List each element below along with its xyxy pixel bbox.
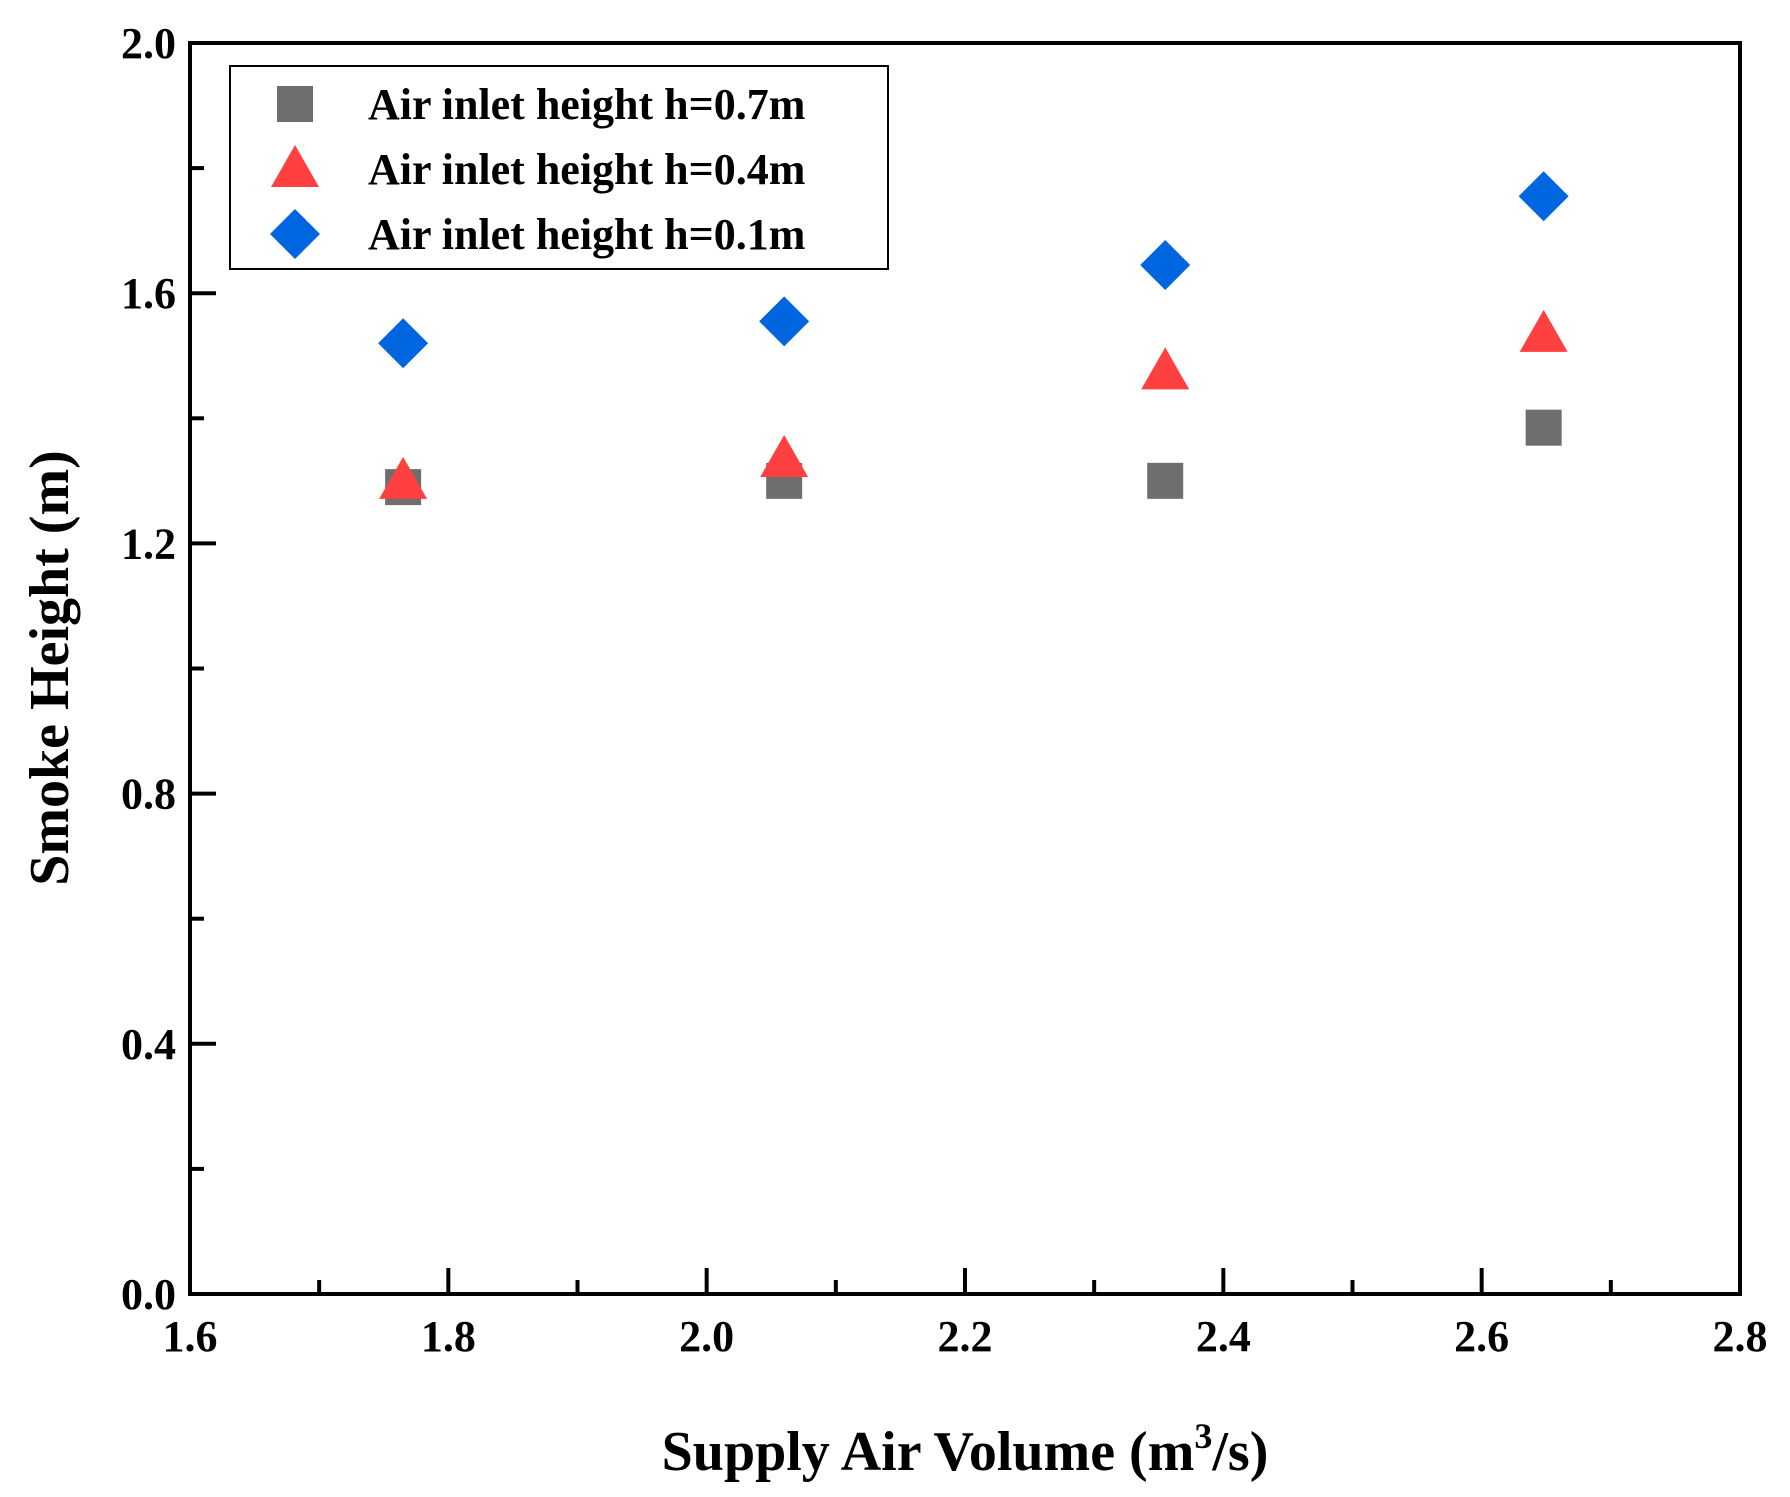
series-diamond	[378, 171, 1569, 369]
y-tick-label: 0.8	[121, 770, 176, 819]
series-square	[385, 409, 1562, 506]
data-point-diamond	[378, 318, 429, 369]
x-tick-label: 2.6	[1454, 1312, 1509, 1361]
x-tick-label: 2.0	[679, 1312, 734, 1361]
legend-item: Air inlet height h=0.4m	[271, 145, 805, 194]
data-points	[378, 171, 1569, 506]
legend-marker-square	[277, 86, 313, 122]
x-tick-label: 2.8	[1713, 1312, 1768, 1361]
plot-frame	[188, 41, 1742, 1296]
legend-box	[229, 65, 889, 270]
y-tick-label: 0.4	[121, 1020, 176, 1069]
data-point-triangle	[379, 456, 428, 499]
data-point-triangle	[1519, 309, 1568, 352]
y-tick-label: 2.0	[121, 19, 176, 68]
data-point-square	[1525, 409, 1562, 446]
x-tick-label: 1.6	[163, 1312, 218, 1361]
series-triangle	[379, 309, 1568, 499]
legend-label: Air inlet height h=0.7m	[368, 80, 805, 129]
y-tick-label: 0.0	[121, 1270, 176, 1319]
x-tick-label: 1.8	[421, 1312, 476, 1361]
y-axis-title: Smoke Height (m)	[19, 450, 81, 886]
x-axis-title-superscript: 3	[1194, 1416, 1212, 1456]
legend-marker-triangle	[271, 145, 319, 187]
data-point-square	[1147, 462, 1184, 499]
x-tick-label: 2.4	[1196, 1312, 1251, 1361]
x-tick-label: 2.2	[938, 1312, 993, 1361]
legend-label: Air inlet height h=0.4m	[368, 145, 805, 194]
data-point-triangle	[760, 434, 809, 477]
data-point-diamond	[1518, 171, 1569, 222]
y-tick-label: 1.6	[121, 269, 176, 318]
data-point-triangle	[1141, 347, 1190, 390]
y-tick-label: 1.2	[121, 519, 176, 568]
x-axis-title-suffix: /s)	[1211, 1421, 1268, 1483]
legend-item: Air inlet height h=0.7m	[277, 80, 805, 129]
axis-tick-labels: 1.6 1.8 2.0 2.2 2.4 2.6 2.8 0.0 0.4 0.8 1.2 1.6 2.0	[121, 19, 1768, 1361]
data-point-diamond	[1140, 240, 1191, 291]
x-axis-title-main: Supply Air Volume (m	[662, 1421, 1195, 1483]
legend-item: Air inlet height h=0.1m	[270, 209, 805, 259]
x-axis-title: Supply Air Volume (m3/s)	[662, 1416, 1269, 1483]
legend-marker-diamond	[270, 209, 320, 259]
legend: Air inlet height h=0.7m Air inlet height …	[229, 65, 889, 270]
data-point-diamond	[759, 296, 810, 347]
legend-label: Air inlet height h=0.1m	[368, 210, 805, 259]
